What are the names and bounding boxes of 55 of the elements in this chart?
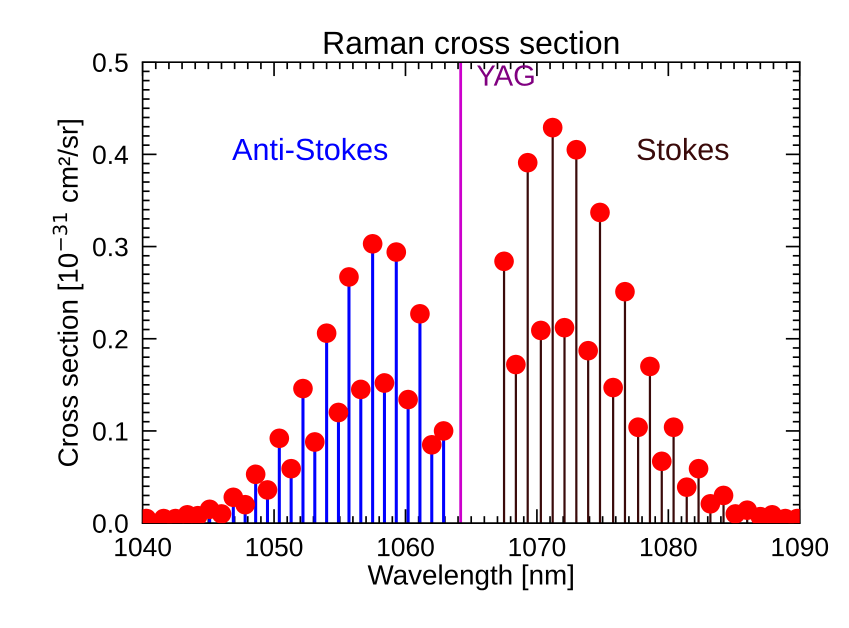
point xyxy=(494,251,514,272)
ref-line-label: YAG xyxy=(477,65,534,86)
point xyxy=(339,267,359,287)
point xyxy=(518,152,538,172)
point xyxy=(410,304,430,324)
point xyxy=(304,432,325,452)
x-tick-label: 1090 xyxy=(772,538,828,556)
point xyxy=(603,378,623,398)
point xyxy=(269,428,290,448)
y-tick-label: 0.2 xyxy=(93,330,128,349)
point xyxy=(578,340,598,361)
x-tick-label: 1070 xyxy=(510,538,566,556)
y-axis-title: Cross section [10$^{−31}$ cm²/sr] xyxy=(52,120,84,466)
point xyxy=(542,118,562,138)
point xyxy=(652,452,672,472)
point xyxy=(554,318,574,338)
point xyxy=(374,373,394,393)
x-tick-label: 1060 xyxy=(378,538,434,556)
text: Anti-Stokes xyxy=(232,138,388,160)
point xyxy=(235,494,255,515)
point xyxy=(281,458,301,479)
chart-title: Raman cross section xyxy=(324,30,618,54)
y-tick-label: 0.5 xyxy=(93,53,128,72)
y-tick-label: 0.4 xyxy=(93,145,128,164)
x-tick-label: 1050 xyxy=(246,538,302,556)
point xyxy=(398,390,418,410)
point xyxy=(676,477,697,497)
point xyxy=(590,202,610,222)
point xyxy=(293,378,313,398)
point xyxy=(328,402,348,422)
point xyxy=(506,354,526,374)
x-tick-label: 1040 xyxy=(115,538,171,556)
point xyxy=(386,242,406,262)
y-tick-label: 0.0 xyxy=(93,514,128,533)
x-tick-label: 1080 xyxy=(640,538,697,556)
series-label: Stokes xyxy=(637,138,728,160)
point xyxy=(664,417,684,438)
point xyxy=(615,282,635,302)
point xyxy=(350,380,371,400)
point xyxy=(640,356,660,376)
point xyxy=(212,504,232,524)
point xyxy=(258,480,278,500)
point xyxy=(316,323,336,344)
point xyxy=(422,434,442,455)
point xyxy=(688,458,708,479)
x-axis-title: Wavelength [nm] xyxy=(368,564,573,590)
point xyxy=(531,320,551,340)
y-tick-label: 0.3 xyxy=(93,238,128,256)
point xyxy=(566,140,586,160)
point xyxy=(628,417,648,438)
point xyxy=(362,234,382,254)
point xyxy=(246,464,266,484)
point xyxy=(434,421,454,441)
point xyxy=(714,486,734,506)
y-tick-label: 0.1 xyxy=(93,422,128,441)
